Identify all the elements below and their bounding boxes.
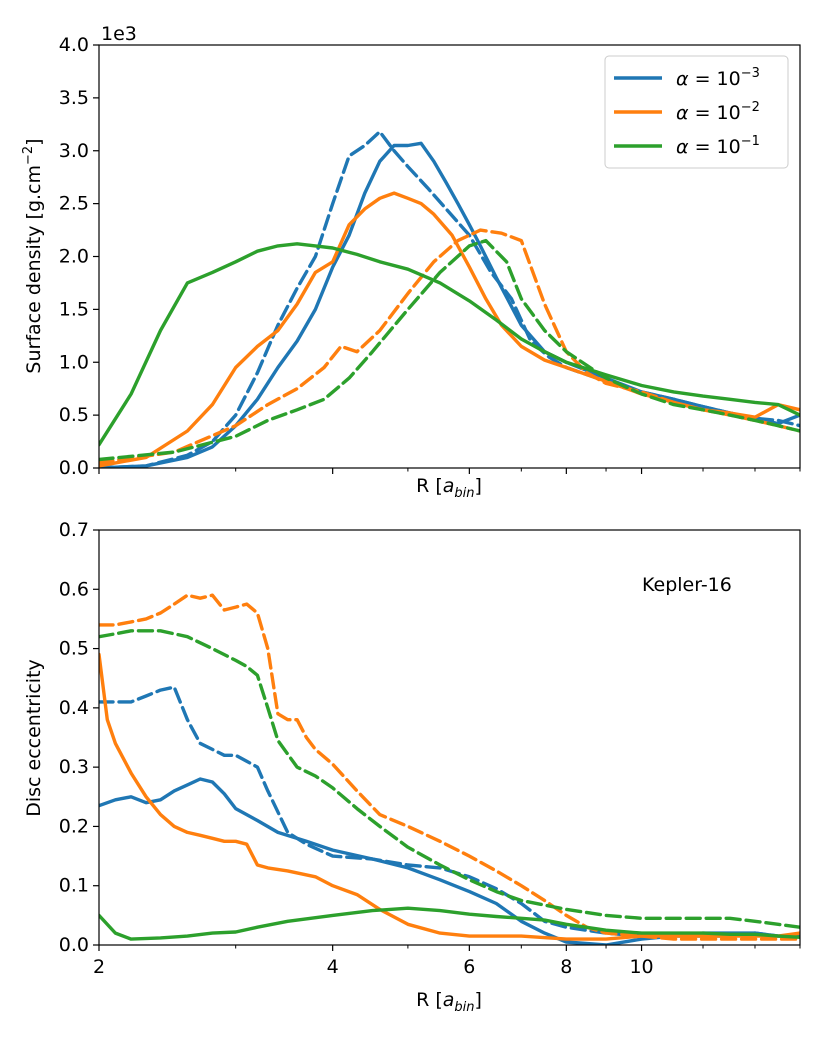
top-series-line-1 <box>99 141 800 468</box>
bottom-x-tick-label: 8 <box>560 956 572 978</box>
top-y-tick-label: 1.0 <box>59 351 89 373</box>
top-x-axis <box>98 468 801 474</box>
legend-label: α = 10−3 <box>676 66 760 90</box>
bottom-series-line-6 <box>99 629 800 929</box>
bottom-y-tick-label: 0.3 <box>59 756 89 778</box>
top-y-tick-label: 0.0 <box>59 457 89 479</box>
bottom-y-tick-label: 0.2 <box>59 815 89 837</box>
bottom-x-tick-label: 2 <box>93 956 105 978</box>
legend-box <box>604 55 789 169</box>
bottom-series-line-4 <box>99 593 800 941</box>
bottom-series-line-5 <box>99 906 800 941</box>
legend: α = 10−3 α = 10−2 α = 10−1 <box>604 55 789 169</box>
bottom-x-tick-label: 10 <box>629 956 653 978</box>
top-panel: 0.0 0.5 1.0 1.5 2.0 2.5 3.0 3.5 4.0 1e3 R [abin]… <box>21 23 801 501</box>
top-y-tick-label: 2.0 <box>59 246 89 268</box>
top-series-line-2 <box>99 129 800 468</box>
top-y-tick-label: 3.5 <box>59 87 89 109</box>
bottom-series-line-3 <box>99 652 800 941</box>
top-series-group <box>99 129 800 468</box>
bottom-y-tick-label: 0.5 <box>59 638 89 660</box>
top-y-tick-label: 4.0 <box>59 34 89 56</box>
top-y-tick-label: 3.0 <box>59 140 89 162</box>
bottom-y-tick-label: 0.0 <box>59 934 89 956</box>
top-series-line-5 <box>99 242 800 447</box>
kepler-annotation: Kepler-16 <box>642 574 732 596</box>
top-y-tick-label: 2.5 <box>59 193 89 215</box>
top-offset-text: 1e3 <box>101 23 137 45</box>
legend-entry: α = 10−2 <box>614 100 760 124</box>
bottom-y-tick-label: 0.4 <box>59 697 89 719</box>
bottom-y-axis: 0.0 0.1 0.2 0.3 0.4 0.5 0.6 0.7 <box>59 519 99 956</box>
legend-entry: α = 10−3 <box>614 66 760 90</box>
top-y-tick-label: 0.5 <box>59 404 89 426</box>
bottom-series-line-2 <box>99 685 800 938</box>
bottom-axes-frame <box>98 529 801 946</box>
top-series-line-3 <box>99 191 800 468</box>
top-y-tick-label: 1.5 <box>59 298 89 320</box>
bottom-series-group <box>99 593 800 945</box>
top-series-line-4 <box>99 228 800 465</box>
legend-label: α = 10−2 <box>676 100 760 124</box>
bottom-x-tick-label: 6 <box>463 956 475 978</box>
top-x-axis-label: R [abin] <box>416 475 482 501</box>
bottom-y-axis-label: Disc eccentricity <box>23 659 45 817</box>
bottom-series-line-1 <box>99 777 800 945</box>
bottom-y-tick-label: 0.1 <box>59 875 89 897</box>
bottom-y-tick-label: 0.6 <box>59 578 89 600</box>
top-y-axis: 0.0 0.5 1.0 1.5 2.0 2.5 3.0 3.5 4.0 <box>59 34 99 479</box>
top-series-line-6 <box>99 238 800 462</box>
top-y-axis-label: Surface density [g.cm−2] <box>21 138 45 373</box>
bottom-x-axis: 2 4 6 8 10 <box>93 945 801 978</box>
legend-entry: α = 10−1 <box>614 134 760 158</box>
bottom-x-tick-label: 4 <box>327 956 339 978</box>
bottom-y-tick-label: 0.7 <box>59 519 89 541</box>
bottom-panel: 0.0 0.1 0.2 0.3 0.4 0.5 0.6 0.7 2 4 6 8 10 Kepler-1… <box>23 519 801 1015</box>
bottom-x-axis-label: R [abin] <box>416 989 482 1015</box>
legend-label: α = 10−1 <box>676 134 760 158</box>
